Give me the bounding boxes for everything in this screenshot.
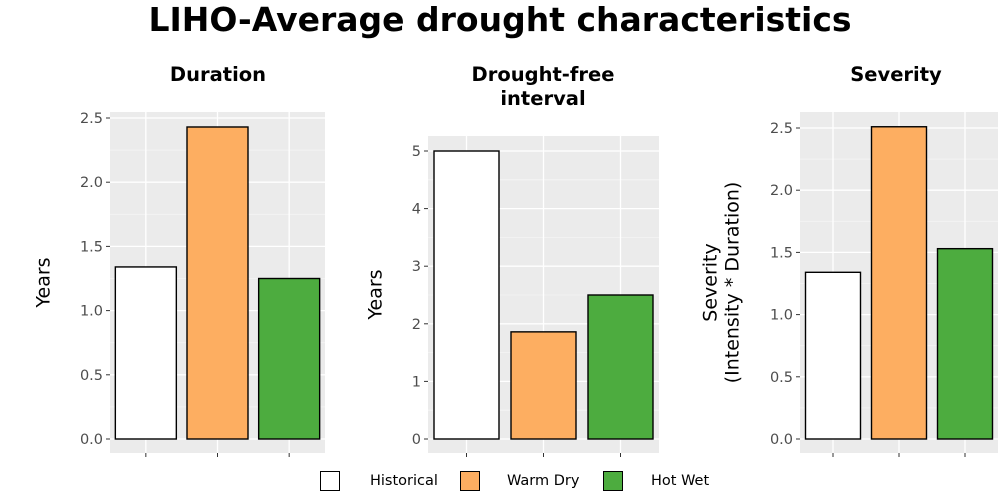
y-tick-label: 0.5 bbox=[770, 370, 793, 386]
legend-swatch-warm-dry bbox=[460, 471, 480, 491]
panel-title: interval bbox=[500, 87, 585, 110]
bar-warm-dry bbox=[870, 126, 928, 440]
y-tick-label: 1.0 bbox=[770, 308, 793, 324]
y-tick-label: 5 bbox=[412, 144, 421, 160]
legend-label-historical: Historical bbox=[370, 473, 438, 489]
bar-historical bbox=[433, 150, 500, 440]
bar-hot-wet bbox=[936, 247, 994, 440]
y-tick-label: 0.0 bbox=[80, 432, 103, 448]
y-tick-label: 2.0 bbox=[80, 175, 103, 191]
legend-swatch-historical bbox=[320, 471, 340, 491]
legend-swatch-hot-wet bbox=[603, 471, 623, 491]
bar-historical bbox=[114, 266, 178, 440]
bar-historical bbox=[804, 271, 862, 440]
panel-title: Severity bbox=[850, 63, 942, 86]
y-tick-label: 0 bbox=[412, 432, 421, 448]
bar-hot-wet bbox=[257, 277, 321, 440]
bar-hot-wet bbox=[587, 294, 654, 440]
y-axis-label: Years bbox=[365, 269, 387, 320]
panel-title: Duration bbox=[170, 63, 266, 86]
y-tick-label: 2 bbox=[412, 317, 421, 333]
y-tick-label: 1.5 bbox=[80, 239, 103, 255]
y-tick-label: 1.0 bbox=[80, 304, 103, 320]
y-tick-label: 4 bbox=[412, 202, 421, 218]
legend-label-hot-wet: Hot Wet bbox=[651, 473, 710, 489]
figure-title: LIHO-Average drought characteristics bbox=[148, 0, 852, 39]
y-tick-label: 2.5 bbox=[770, 121, 793, 137]
y-tick-label: 3 bbox=[412, 259, 421, 275]
y-tick-label: 0.5 bbox=[80, 368, 103, 384]
y-tick-label: 0.0 bbox=[770, 432, 793, 448]
y-axis-label: Years bbox=[33, 257, 55, 308]
bar-warm-dry bbox=[510, 331, 577, 440]
y-axis-label: (Intensity * Duration) bbox=[722, 182, 744, 384]
bar-warm-dry bbox=[186, 126, 249, 440]
y-tick-label: 1.5 bbox=[770, 245, 793, 261]
y-tick-label: 1 bbox=[412, 374, 421, 390]
y-axis-label: Severity bbox=[700, 243, 722, 321]
y-tick-label: 2.5 bbox=[80, 111, 103, 127]
panel-title: Drought-free bbox=[472, 63, 615, 86]
y-tick-label: 2.0 bbox=[770, 183, 793, 199]
legend-label-warm-dry: Warm Dry bbox=[507, 473, 580, 489]
